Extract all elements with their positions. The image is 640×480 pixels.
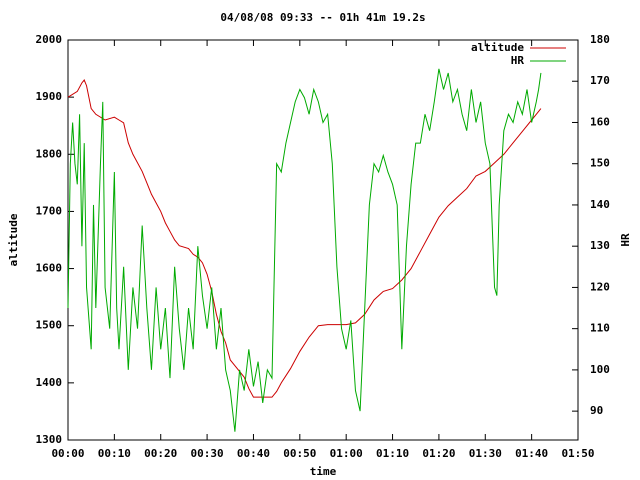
x-tick-label: 00:30 xyxy=(191,447,224,460)
y-tick-label: 1900 xyxy=(36,90,63,103)
y2-tick-label: 150 xyxy=(590,157,610,170)
y-tick-label: 1600 xyxy=(36,262,63,275)
chart-title: 04/08/08 09:33 -- 01h 41m 19.2s xyxy=(220,11,425,24)
y-tick-label: 1300 xyxy=(36,433,63,446)
y-axis-label: altitude xyxy=(7,213,20,266)
x-tick-label: 00:20 xyxy=(144,447,177,460)
y-tick-label: 1700 xyxy=(36,204,63,217)
x-tick-label: 01:40 xyxy=(515,447,548,460)
y2-tick-label: 180 xyxy=(590,33,610,46)
y2-tick-label: 110 xyxy=(590,322,610,335)
legend-label: altitude xyxy=(471,41,524,54)
x-tick-label: 00:50 xyxy=(283,447,316,460)
x-tick-label: 01:50 xyxy=(561,447,594,460)
y2-tick-label: 160 xyxy=(590,115,610,128)
x-tick-label: 01:00 xyxy=(330,447,363,460)
line-series xyxy=(67,79,542,398)
y-tick-label: 1800 xyxy=(36,147,63,160)
x-tick-label: 01:10 xyxy=(376,447,409,460)
y2-axis-label: HR xyxy=(619,233,632,247)
y2-tick-label: 100 xyxy=(590,363,610,376)
line-series xyxy=(67,68,542,432)
y-tick-label: 1400 xyxy=(36,376,63,389)
y2-tick-label: 120 xyxy=(590,280,610,293)
y2-tick-label: 170 xyxy=(590,74,610,87)
y2-tick-label: 90 xyxy=(590,404,603,417)
x-tick-label: 01:30 xyxy=(469,447,502,460)
x-tick-label: 00:40 xyxy=(237,447,270,460)
y2-tick-label: 140 xyxy=(590,198,610,211)
x-tick-label: 00:10 xyxy=(98,447,131,460)
x-axis-label: time xyxy=(310,465,337,478)
y-tick-label: 1500 xyxy=(36,319,63,332)
legend-label: HR xyxy=(511,54,525,67)
y-tick-label: 2000 xyxy=(36,33,63,46)
x-tick-label: 01:20 xyxy=(422,447,455,460)
plot-frame xyxy=(67,39,579,441)
x-tick-label: 00:00 xyxy=(51,447,84,460)
y2-tick-label: 130 xyxy=(590,239,610,252)
